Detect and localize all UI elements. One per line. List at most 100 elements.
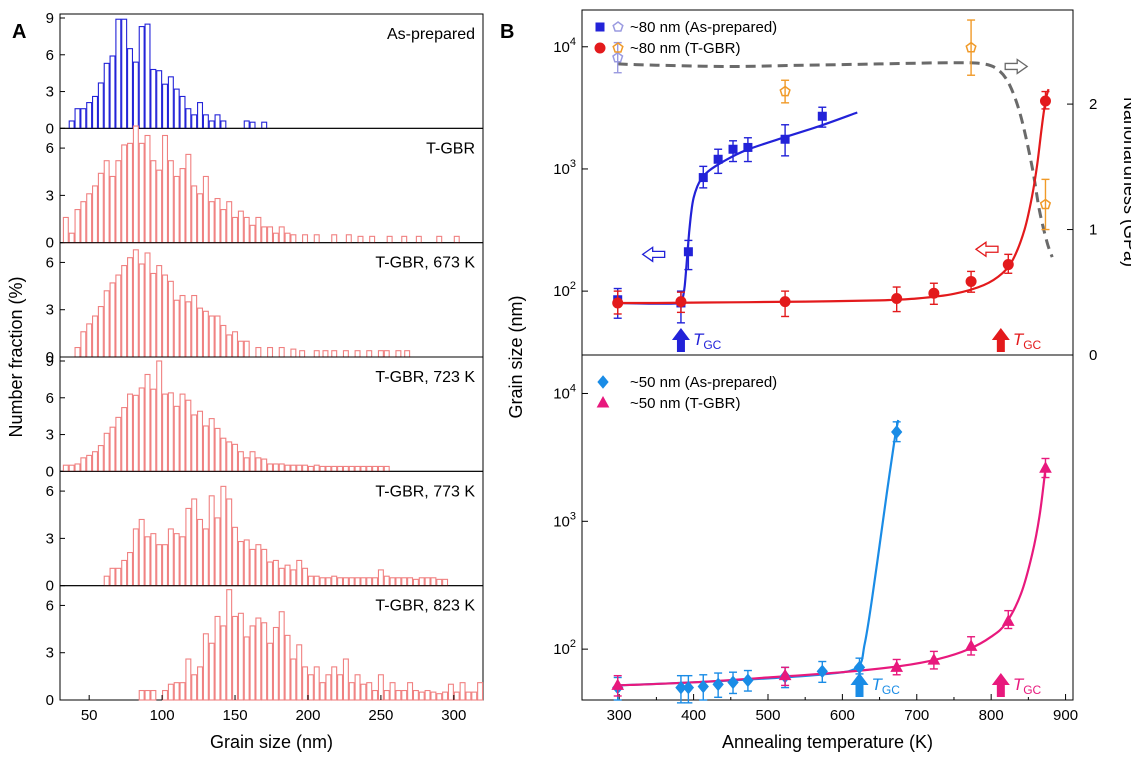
histogram-bar — [121, 265, 128, 358]
fit-curve — [617, 88, 1050, 305]
histogram-bar — [208, 642, 215, 701]
histogram-bar — [278, 567, 285, 587]
histogram-bar — [202, 425, 209, 472]
histogram-bar — [115, 18, 122, 129]
histogram-bar — [191, 498, 198, 587]
histogram-bar — [92, 95, 99, 129]
tgc-arrow — [850, 673, 869, 697]
histogram-bar — [132, 249, 139, 358]
histogram-bar — [249, 625, 256, 701]
histogram-bar — [237, 340, 244, 358]
histogram-bar — [80, 108, 87, 129]
histogram-bar — [302, 567, 309, 587]
x-axis-label: Grain size (nm) — [210, 732, 333, 752]
histogram-bar — [144, 23, 151, 129]
histogram-bar — [191, 114, 198, 129]
histogram-bar — [261, 458, 268, 472]
histogram-bar — [255, 216, 262, 244]
histogram-bar — [179, 393, 186, 472]
histogram-bar — [173, 405, 180, 472]
histogram-bar — [197, 518, 204, 587]
histogram-bar — [220, 625, 227, 701]
legend-label: ~80 nm (T-GBR) — [630, 40, 740, 57]
tgc-label: TGC — [871, 675, 900, 697]
histogram-bar — [132, 61, 139, 129]
histogram-bar — [97, 172, 104, 244]
histogram-bar — [237, 540, 244, 587]
data-point — [891, 425, 903, 439]
histogram-bar — [354, 350, 361, 358]
histogram-bar — [92, 315, 99, 358]
histogram-bar — [255, 617, 262, 701]
histogram-bar — [167, 280, 174, 358]
data-point — [742, 673, 754, 688]
histogram-bar — [442, 578, 449, 587]
histogram-bar — [214, 427, 221, 472]
histogram-bar — [430, 577, 437, 587]
histogram-bar — [342, 577, 349, 587]
legend-hardness-marker — [612, 21, 624, 32]
histogram-bar — [220, 324, 227, 358]
histogram-bar — [296, 559, 303, 587]
histogram-bar — [150, 388, 157, 472]
histogram-bar — [395, 689, 402, 701]
data-point — [780, 134, 790, 144]
tgc-label-symbol: T — [693, 330, 705, 349]
legend-label: ~80 nm (As-prepared) — [630, 19, 777, 36]
y-tick-label: 0 — [46, 349, 54, 366]
histogram-bar — [103, 160, 110, 244]
histogram-bar — [138, 518, 145, 587]
x-tick-label: 100 — [150, 707, 175, 724]
histogram-bar — [278, 346, 285, 358]
histogram-bar — [261, 121, 268, 129]
histogram-bar — [156, 265, 163, 358]
histogram-bar — [278, 611, 285, 701]
histogram-bar — [322, 350, 329, 358]
histogram-bar — [366, 577, 373, 587]
histogram-bar — [369, 235, 376, 244]
right-y-axis-label: Nanohardness (GPa) — [1120, 97, 1131, 267]
histogram-bar — [150, 272, 157, 358]
histogram-bar — [424, 577, 431, 587]
data-point — [727, 675, 739, 690]
y-tick-label: 0 — [46, 120, 54, 137]
histogram-bar — [313, 575, 320, 587]
histogram-bar — [74, 209, 81, 244]
histogram-bar — [202, 310, 209, 358]
data-point — [1039, 461, 1052, 473]
y-tick-label: 0 — [46, 578, 54, 595]
histogram-bar — [465, 691, 472, 701]
histogram-bar — [138, 142, 145, 244]
histogram-bar — [103, 290, 110, 358]
x-tick-label: 300 — [441, 707, 466, 724]
histogram-bar — [430, 691, 437, 701]
histogram-bar — [109, 282, 116, 358]
histogram-bar — [407, 682, 414, 701]
histogram-bar — [267, 561, 274, 587]
histogram-bar — [243, 216, 250, 244]
subplot-title: As-prepared — [387, 26, 475, 43]
histogram-bar — [97, 445, 104, 472]
histogram-bar — [243, 120, 250, 129]
histogram-bar — [232, 216, 239, 244]
histogram-bar — [354, 465, 361, 472]
histogram-bar — [150, 533, 157, 587]
histogram-bar — [191, 294, 198, 358]
histogram-bar — [138, 689, 145, 701]
histogram-bar — [80, 331, 87, 358]
histogram-bar — [197, 666, 204, 701]
histogram-bar — [208, 120, 215, 129]
y-tick-label: 6 — [46, 140, 54, 157]
histogram-bar — [86, 102, 93, 129]
x-tick-label: 300 — [607, 707, 632, 724]
histogram-bar — [255, 544, 262, 587]
y-tick-label: 3 — [46, 302, 54, 319]
legend-marker — [594, 42, 606, 54]
data-point — [928, 287, 940, 299]
histogram-bar — [150, 689, 157, 701]
histogram-bar — [354, 577, 361, 587]
histogram-bar — [342, 465, 349, 472]
histogram-bar — [214, 517, 221, 587]
data-point — [891, 293, 903, 305]
histogram-bar — [331, 575, 338, 587]
